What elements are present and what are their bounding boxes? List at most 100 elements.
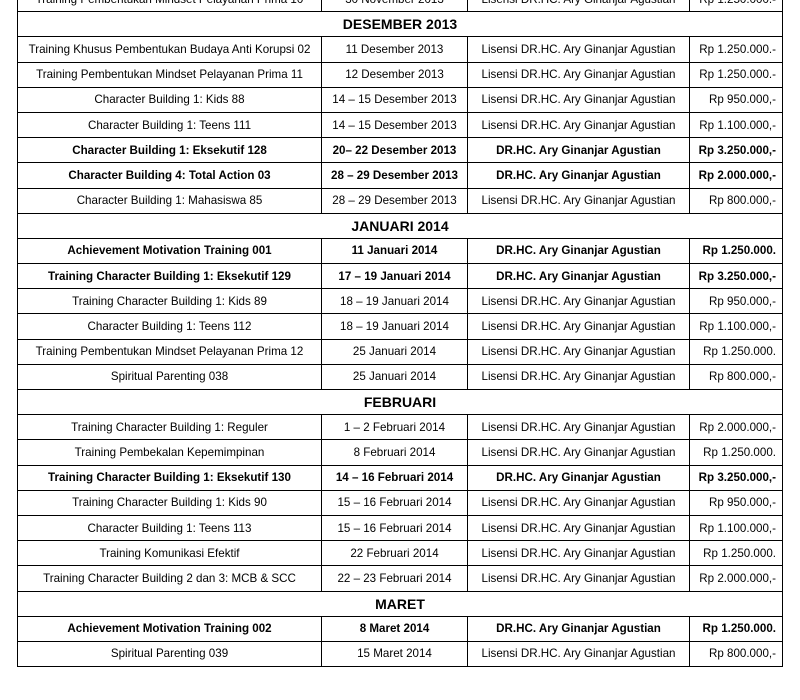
- price: Rp 2.000.000,-: [689, 565, 783, 592]
- trainer: Lisensi DR.HC. Ary Ginanjar Agustian: [467, 514, 690, 542]
- date: 15 – 16 Februari 2014: [321, 514, 468, 542]
- price: Rp 3.250.000,-: [689, 263, 783, 290]
- program-name: Character Building 4: Total Action 03: [17, 162, 322, 189]
- price: Rp 1.250.000.: [689, 338, 783, 365]
- trainer: DR.HC. Ary Ginanjar Agustian: [467, 263, 690, 290]
- date: 8 Februari 2014: [321, 439, 468, 466]
- trainer: DR.HC. Ary Ginanjar Agustian: [467, 237, 690, 265]
- price: Rp 3.250.000,-: [689, 137, 783, 164]
- schedule-table: Training Pembentukan Mindset Pelayanan P…: [17, 0, 783, 668]
- trainer: Lisensi DR.HC. Ary Ginanjar Agustian: [467, 61, 690, 88]
- trainer: Lisensi DR.HC. Ary Ginanjar Agustian: [467, 540, 690, 567]
- price: Rp 800.000,-: [689, 363, 783, 391]
- trainer: Lisensi DR.HC. Ary Ginanjar Agustian: [467, 0, 690, 13]
- trainer: Lisensi DR.HC. Ary Ginanjar Agustian: [467, 288, 690, 315]
- price: Rp 1.250.000.: [689, 540, 783, 567]
- program-name: Training Pembentukan Mindset Pelayanan P…: [17, 0, 322, 13]
- date: 11 Desember 2013: [321, 36, 468, 63]
- program-row: Character Building 1: Teens 113 15 – 16 F…: [17, 514, 783, 542]
- program-name: Training Character Building 2 dan 3: MCB…: [17, 565, 322, 592]
- program-row: Training Character Building 1: Kids 89 18…: [17, 288, 783, 315]
- price: Rp 1.250.000.: [689, 237, 783, 265]
- trainer: Lisensi DR.HC. Ary Ginanjar Agustian: [467, 86, 690, 113]
- trainer: Lisensi DR.HC. Ary Ginanjar Agustian: [467, 111, 690, 139]
- program-row: Character Building 1: Kids 88 14 – 15 Des…: [17, 86, 783, 113]
- price: Rp 950.000,-: [689, 86, 783, 113]
- program-row: Training Character Building 1: Reguler 1 …: [17, 414, 783, 441]
- price: Rp 800.000,-: [689, 640, 783, 668]
- program-name: Training Pembentukan Mindset Pelayanan P…: [17, 61, 322, 88]
- price: Rp 950.000,-: [689, 288, 783, 315]
- price: Rp 1.250.000.-: [689, 61, 783, 88]
- program-row: Training Character Building 1: Eksekutif…: [17, 263, 783, 290]
- date: 17 – 19 Januari 2014: [321, 263, 468, 290]
- program-name: Training Character Building 1: Kids 90: [17, 489, 322, 516]
- date: 15 – 16 Februari 2014: [321, 489, 468, 516]
- section-row: DESEMBER 2013: [17, 11, 783, 38]
- program-name: Training Character Building 1: Eksekutif…: [17, 263, 322, 290]
- program-row: Character Building 4: Total Action 03 28 …: [17, 162, 783, 189]
- program-name: Spiritual Parenting 039: [17, 640, 322, 668]
- date: 18 – 19 Januari 2014: [321, 288, 468, 315]
- price: Rp 1.250.000.-: [689, 0, 783, 13]
- program-name: Spiritual Parenting 038: [17, 363, 322, 391]
- program-row: Training Pembentukan Mindset Pelayanan P…: [17, 61, 783, 88]
- price: Rp 1.100.000,-: [689, 514, 783, 542]
- program-row: Character Building 1: Mahasiswa 85 28 – 2…: [17, 187, 783, 214]
- date: 12 Desember 2013: [321, 61, 468, 88]
- price: Rp 2.000.000,-: [689, 414, 783, 441]
- trainer: Lisensi DR.HC. Ary Ginanjar Agustian: [467, 338, 690, 365]
- program-row: Training Pembentukan Mindset Pelayanan P…: [17, 338, 783, 365]
- program-name: Character Building 1: Mahasiswa 85: [17, 187, 322, 214]
- program-name: Training Character Building 1: Eksekutif…: [17, 464, 322, 491]
- section-row: MARET: [17, 590, 783, 617]
- price: Rp 800.000,-: [689, 187, 783, 214]
- price: Rp 1.250.000.: [689, 615, 783, 642]
- section-title: FEBRUARI: [17, 388, 783, 416]
- date: 28 – 29 Desember 2013: [321, 187, 468, 214]
- program-row: Character Building 1: Eksekutif 128 20– 2…: [17, 137, 783, 164]
- price: Rp 3.250.000,-: [689, 464, 783, 491]
- program-row: Training Character Building 2 dan 3: MCB…: [17, 565, 783, 592]
- program-name: Training Character Building 1: Reguler: [17, 414, 322, 441]
- date: 28 – 29 Desember 2013: [321, 162, 468, 189]
- program-row: Spiritual Parenting 038 25 Januari 2014 Li…: [17, 363, 783, 391]
- program-row: Training Character Building 1: Eksekutif…: [17, 464, 783, 491]
- trainer: Lisensi DR.HC. Ary Ginanjar Agustian: [467, 313, 690, 340]
- trainer: Lisensi DR.HC. Ary Ginanjar Agustian: [467, 489, 690, 516]
- program-name: Character Building 1: Kids 88: [17, 86, 322, 113]
- section-title: JANUARI 2014: [17, 212, 783, 239]
- price: Rp 2.000.000,-: [689, 162, 783, 189]
- trainer: Lisensi DR.HC. Ary Ginanjar Agustian: [467, 439, 690, 466]
- trainer: Lisensi DR.HC. Ary Ginanjar Agustian: [467, 414, 690, 441]
- program-name: Training Character Building 1: Kids 89: [17, 288, 322, 315]
- date: 1 – 2 Februari 2014: [321, 414, 468, 441]
- program-name: Training Khusus Pembentukan Budaya Anti …: [17, 36, 322, 63]
- trainer: DR.HC. Ary Ginanjar Agustian: [467, 464, 690, 491]
- program-name: Character Building 1: Teens 113: [17, 514, 322, 542]
- program-row: Training Komunikasi Efektif 22 Februari 2…: [17, 540, 783, 567]
- trainer: Lisensi DR.HC. Ary Ginanjar Agustian: [467, 187, 690, 214]
- program-row: Character Building 1: Teens 112 18 – 19 J…: [17, 313, 783, 340]
- date: 14 – 15 Desember 2013: [321, 111, 468, 139]
- date: 14 – 15 Desember 2013: [321, 86, 468, 113]
- program-name: Character Building 1: Eksekutif 128: [17, 137, 322, 164]
- date: 20– 22 Desember 2013: [321, 137, 468, 164]
- program-name: Achievement Motivation Training 001: [17, 237, 322, 265]
- date: 30 November 2013: [321, 0, 468, 13]
- section-row: FEBRUARI: [17, 388, 783, 416]
- program-name: Achievement Motivation Training 002: [17, 615, 322, 642]
- program-row: Training Pembentukan Mindset Pelayanan P…: [17, 0, 783, 13]
- section-title: MARET: [17, 590, 783, 617]
- program-row: Achievement Motivation Training 001 11 Ja…: [17, 237, 783, 265]
- trainer: Lisensi DR.HC. Ary Ginanjar Agustian: [467, 565, 690, 592]
- date: 8 Maret 2014: [321, 615, 468, 642]
- price: Rp 950.000,-: [689, 489, 783, 516]
- trainer: DR.HC. Ary Ginanjar Agustian: [467, 615, 690, 642]
- program-row: Achievement Motivation Training 002 8 Mar…: [17, 615, 783, 642]
- date: 14 – 16 Februari 2014: [321, 464, 468, 491]
- price: Rp 1.250.000.: [689, 439, 783, 466]
- trainer: Lisensi DR.HC. Ary Ginanjar Agustian: [467, 36, 690, 63]
